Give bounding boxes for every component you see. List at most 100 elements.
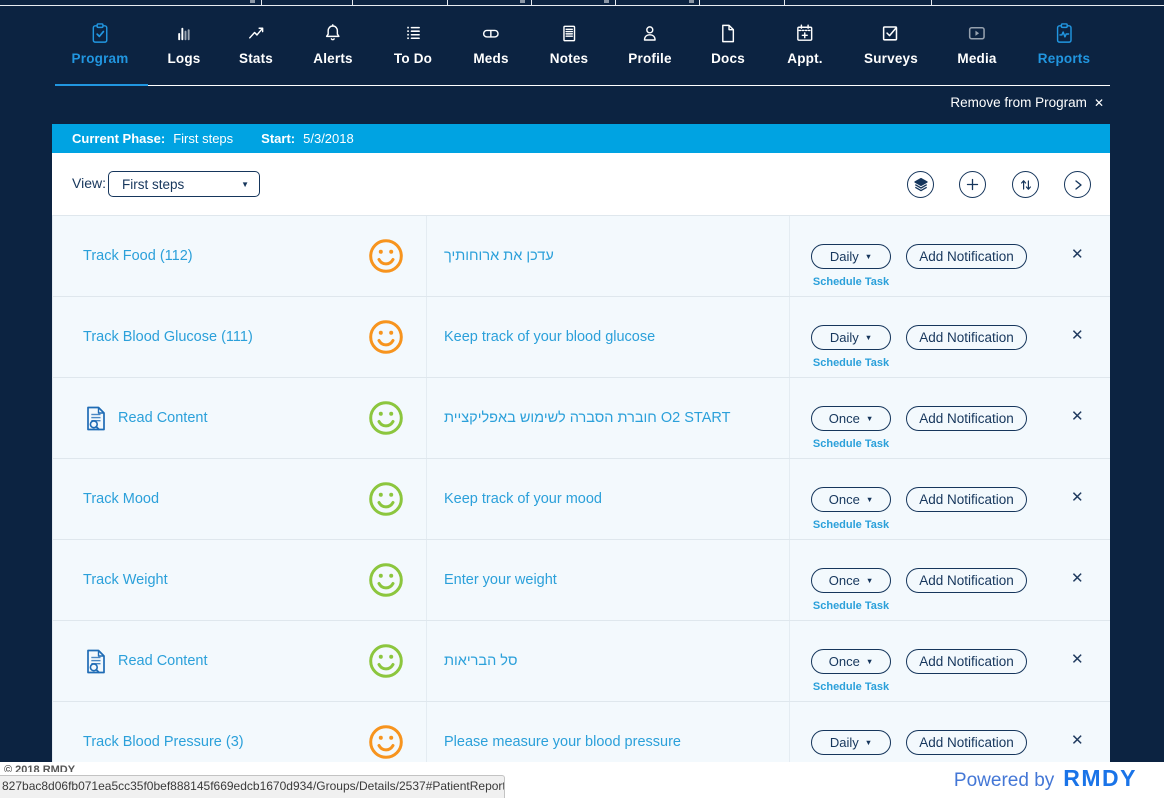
remove-row-icon[interactable]: ✕ — [1071, 732, 1084, 749]
nav-underline — [55, 85, 1110, 86]
task-description-link[interactable]: עדכן את ארוחותיך — [444, 248, 554, 264]
tab-profile[interactable]: Profile — [628, 22, 672, 66]
tab-label: Reports — [1037, 51, 1091, 66]
tab-docs[interactable]: Docs — [711, 22, 745, 66]
frequency-dropdown[interactable]: Daily ▼ — [811, 244, 891, 269]
browser-status-url: 827bac8d06fb071ea5cc35f0bef888145f669edc… — [0, 775, 505, 798]
table-row: Read Content סל הבריאות Once ▼ Add Notifi… — [53, 621, 1110, 702]
chevron-down-icon: ▼ — [865, 495, 874, 504]
happy-smiley-icon — [367, 723, 405, 761]
top-strip-divider — [0, 5, 1164, 6]
sort-button[interactable] — [1012, 171, 1039, 198]
top-strip-mark — [520, 0, 525, 3]
clipboard-pulse-icon — [1038, 22, 1090, 46]
task-name-link[interactable]: Track Blood Glucose (111) — [83, 329, 253, 345]
add-notification-button[interactable]: Add Notification — [906, 325, 1027, 350]
add-notification-button[interactable]: Add Notification — [906, 487, 1027, 512]
task-name-link[interactable]: Read Content — [118, 410, 208, 426]
tab-media[interactable]: Media — [957, 22, 996, 66]
active-tab-underline — [55, 84, 148, 86]
tab-surveys[interactable]: Surveys — [864, 22, 918, 66]
top-strip-separator — [784, 0, 785, 5]
task-description-link[interactable]: חוברת הסברה לשימוש באפליקציית O2 START — [444, 410, 731, 426]
top-strip-separator — [261, 0, 262, 5]
task-description-link[interactable]: Keep track of your mood — [444, 491, 602, 507]
frequency-dropdown[interactable]: Once ▼ — [811, 487, 891, 512]
tab-appt[interactable]: Appt. — [787, 22, 823, 66]
remove-from-program-link[interactable]: Remove from Program ✕ — [950, 95, 1104, 110]
schedule-task-link[interactable]: Schedule Task — [812, 438, 890, 450]
tab-label: Profile — [628, 51, 672, 66]
close-icon: ✕ — [1093, 96, 1104, 110]
happy-smiley-icon — [367, 480, 405, 518]
task-name-link[interactable]: Track Mood — [83, 491, 160, 507]
remove-row-icon[interactable]: ✕ — [1071, 408, 1084, 425]
add-notification-button[interactable]: Add Notification — [906, 244, 1027, 269]
remove-row-icon[interactable]: ✕ — [1071, 570, 1084, 587]
clipboard-check-icon — [72, 22, 129, 46]
task-name-link[interactable]: Track Food (112) — [83, 248, 193, 264]
next-phase-button[interactable] — [1064, 171, 1091, 198]
tab-notes[interactable]: Notes — [550, 22, 589, 66]
task-description-link[interactable]: סל הבריאות — [444, 653, 518, 669]
add-notification-button[interactable]: Add Notification — [906, 730, 1027, 755]
task-description-link[interactable]: Enter your weight — [444, 572, 557, 588]
add-notification-button[interactable]: Add Notification — [906, 568, 1027, 593]
frequency-dropdown[interactable]: Once ▼ — [811, 568, 891, 593]
table-row: Track Food (112) עדכן את ארוחותיך Daily ▼… — [53, 216, 1110, 297]
layers-icon — [913, 177, 928, 192]
schedule-task-link[interactable]: Schedule Task — [812, 681, 890, 693]
tab-label: Stats — [238, 51, 274, 66]
schedule-task-link[interactable]: Schedule Task — [812, 276, 890, 288]
tab-stats[interactable]: Stats — [239, 22, 273, 66]
tab-label: Docs — [711, 51, 745, 66]
footer: © 2018 RMDY Powered by RMDY 827bac8d06fb… — [0, 762, 1164, 798]
frequency-dropdown[interactable]: Daily ▼ — [811, 730, 891, 755]
top-navigation-bar: Program Logs Stats Alerts — [0, 0, 1164, 86]
remove-row-icon[interactable]: ✕ — [1071, 327, 1084, 344]
chevron-down-icon: ▼ — [864, 333, 873, 342]
bar-chart-icon — [167, 22, 200, 46]
rmdy-logo: RMDY — [1063, 765, 1137, 791]
remove-row-icon[interactable]: ✕ — [1071, 651, 1084, 668]
tab-todo[interactable]: To Do — [394, 22, 432, 66]
start-label: Start: — [261, 131, 296, 146]
tab-label: Media — [957, 51, 997, 66]
tab-alerts[interactable]: Alerts — [313, 22, 353, 66]
start-value: 5/3/2018 — [303, 131, 354, 146]
frequency-dropdown[interactable]: Once ▼ — [811, 406, 891, 431]
schedule-task-link[interactable]: Schedule Task — [812, 519, 890, 531]
task-name-link[interactable]: Track Blood Pressure (3) — [83, 734, 244, 750]
view-select[interactable]: First steps ▼ — [108, 171, 260, 197]
add-button[interactable] — [959, 171, 986, 198]
tab-program[interactable]: Program — [72, 22, 129, 66]
chevron-down-icon: ▼ — [864, 738, 873, 747]
toolbar: View: First steps ▼ — [52, 153, 1110, 215]
add-notification-button[interactable]: Add Notification — [906, 649, 1027, 674]
task-name-link[interactable]: Track Weight — [83, 572, 168, 588]
table-row: Read Content חוברת הסברה לשימוש באפליקצי… — [53, 378, 1110, 459]
tab-reports[interactable]: Reports — [1038, 22, 1090, 66]
top-strip-mark — [689, 0, 694, 3]
task-name-link[interactable]: Read Content — [118, 653, 208, 669]
frequency-dropdown[interactable]: Daily ▼ — [811, 325, 891, 350]
tab-logs[interactable]: Logs — [167, 22, 200, 66]
layers-button[interactable] — [907, 171, 934, 198]
schedule-task-link[interactable]: Schedule Task — [812, 600, 890, 612]
left-frame — [0, 86, 52, 762]
top-strip-separator — [447, 0, 448, 5]
tab-label: Program — [71, 51, 129, 66]
add-notification-button[interactable]: Add Notification — [906, 406, 1027, 431]
remove-row-icon[interactable]: ✕ — [1071, 246, 1084, 263]
current-phase-value: First steps — [173, 131, 234, 146]
trend-up-icon — [239, 22, 273, 46]
pill-icon — [473, 22, 508, 46]
remove-row-icon[interactable]: ✕ — [1071, 489, 1084, 506]
view-label: View: — [72, 175, 106, 191]
task-description-link[interactable]: Keep track of your blood glucose — [444, 329, 656, 345]
task-description-link[interactable]: Please measure your blood pressure — [444, 734, 681, 750]
schedule-task-link[interactable]: Schedule Task — [812, 357, 890, 369]
tab-meds[interactable]: Meds — [473, 22, 508, 66]
frequency-dropdown[interactable]: Once ▼ — [811, 649, 891, 674]
current-phase-label: Current Phase: — [72, 131, 166, 146]
